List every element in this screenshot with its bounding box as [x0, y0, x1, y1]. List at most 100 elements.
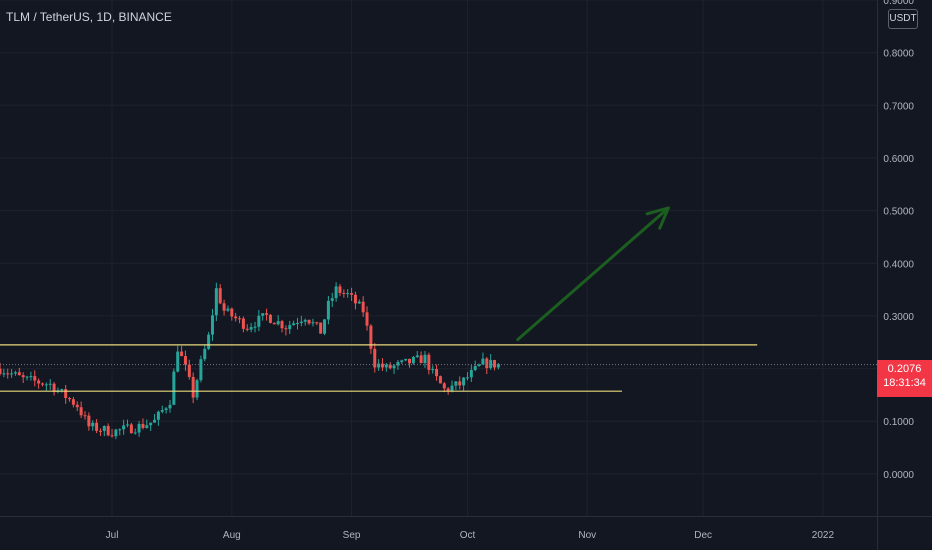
candle-body: [493, 360, 497, 368]
currency-button[interactable]: USDT: [888, 9, 918, 29]
candle-body: [408, 358, 412, 364]
candle-body: [315, 322, 319, 324]
candle-body: [384, 364, 388, 368]
candle-body: [326, 300, 330, 320]
candle-body: [442, 383, 446, 389]
bar-countdown: 18:31:34: [883, 377, 926, 389]
candle-body: [87, 415, 91, 427]
last-price-value: 0.2076: [887, 363, 922, 375]
candle-body: [450, 385, 454, 391]
candle-body: [133, 432, 137, 434]
candle-body: [234, 316, 238, 319]
candle-body: [280, 321, 284, 329]
candle-body: [365, 312, 369, 326]
trend-arrow: [516, 206, 670, 342]
candle-body: [485, 358, 489, 369]
candle-body: [288, 325, 292, 330]
candle-body: [180, 351, 184, 357]
candle-body: [241, 318, 245, 329]
price-tick-label: 0.8000: [883, 49, 914, 60]
price-tick-label: 0.9000: [883, 0, 914, 7]
candle-body: [83, 415, 87, 417]
candle-body: [141, 423, 145, 428]
candle-body: [330, 298, 334, 301]
candle-body: [419, 355, 423, 364]
chart-title: TLM / TetherUS, 1D, BINANCE: [6, 10, 172, 24]
candle-body: [48, 383, 52, 385]
candle-body: [299, 321, 303, 323]
candle-body: [268, 314, 272, 323]
candle-body: [292, 323, 296, 326]
candle-body: [295, 322, 299, 324]
candle-body: [404, 358, 408, 361]
candle-body: [276, 321, 280, 325]
candle-body: [238, 318, 242, 320]
candle-body: [438, 376, 442, 384]
candle-body: [64, 389, 68, 399]
candle-body: [2, 373, 6, 375]
candle-body: [361, 301, 365, 313]
time-tick-label: Dec: [694, 530, 712, 541]
time-tick-label: Aug: [223, 530, 241, 541]
candle-body: [338, 286, 342, 293]
candle-body: [465, 377, 469, 379]
candle-body: [400, 360, 404, 363]
candle-body: [153, 419, 157, 423]
time-tick-label: Sep: [343, 530, 361, 541]
candle-body: [435, 369, 439, 377]
candle-body: [346, 293, 350, 295]
candle-body: [462, 377, 466, 386]
candle-body: [102, 426, 106, 431]
candle-body: [203, 348, 207, 360]
candle-body: [114, 429, 118, 437]
candle-body: [323, 319, 327, 334]
candles: [0, 282, 500, 440]
candle-body: [423, 354, 427, 364]
candle-body: [33, 376, 37, 381]
candle-body: [392, 365, 396, 369]
trend-arrow-head: [645, 206, 670, 230]
candle-body: [71, 399, 75, 405]
candle-body: [156, 411, 160, 420]
candle-body: [6, 373, 10, 375]
candle-body: [261, 313, 265, 316]
candle-body: [303, 319, 307, 322]
price-tick-label: 0.4000: [883, 259, 914, 270]
candle-body: [369, 325, 373, 349]
candle-body: [98, 430, 102, 432]
candle-body: [489, 360, 493, 369]
candle-body: [477, 364, 481, 367]
candle-body: [458, 381, 462, 386]
candle-body: [176, 351, 180, 372]
candle-body: [319, 322, 323, 334]
candle-body: [249, 327, 253, 330]
candle-body: [226, 308, 230, 311]
candle-body: [431, 369, 435, 371]
time-tick-label: Oct: [460, 530, 476, 541]
candle-body: [145, 425, 149, 428]
candle-body: [17, 372, 21, 376]
candle-body: [199, 359, 203, 381]
candle-body: [106, 426, 110, 436]
candle-body: [10, 373, 14, 375]
candle-body: [396, 362, 400, 366]
time-tick-label: Jul: [106, 530, 119, 541]
candle-body: [257, 315, 261, 327]
price-tick-label: 0.0000: [883, 470, 914, 481]
candle-body: [265, 313, 269, 315]
candle-body: [118, 429, 122, 431]
candle-body: [353, 294, 357, 304]
candle-body: [350, 293, 354, 295]
candle-body: [168, 404, 172, 409]
price-tick-label: 0.7000: [883, 101, 914, 112]
candle-body: [427, 354, 431, 370]
candle-body: [125, 424, 129, 426]
candle-body: [110, 435, 114, 437]
candle-body: [60, 389, 64, 391]
candle-body: [245, 328, 249, 330]
candle-body: [210, 315, 214, 335]
candle-body: [183, 356, 187, 365]
candle-body: [411, 357, 415, 364]
candle-body: [95, 422, 99, 431]
